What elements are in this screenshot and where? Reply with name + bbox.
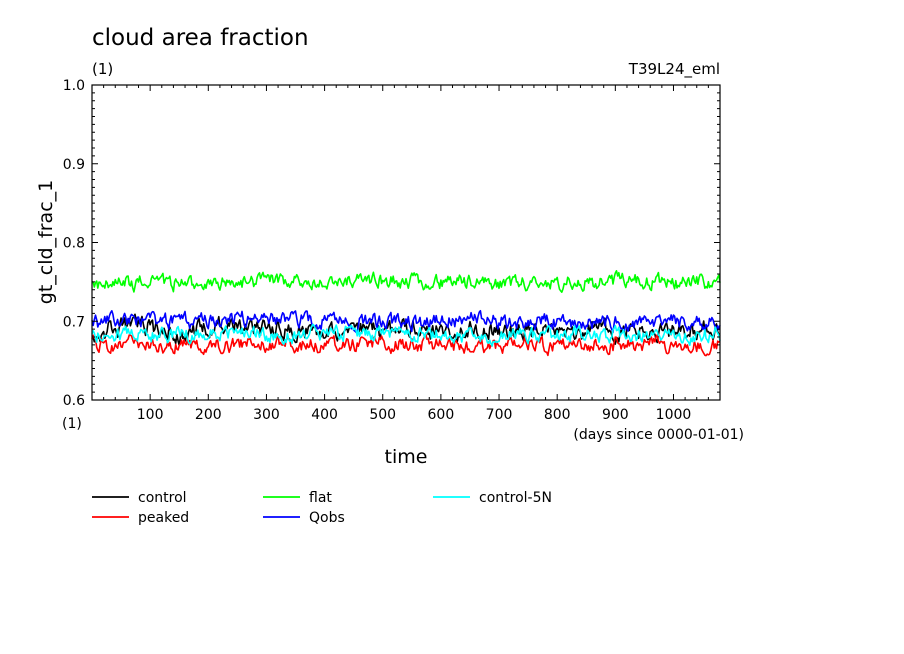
series-line-flat <box>91 269 721 294</box>
chart-title: cloud area fraction <box>92 25 309 51</box>
y-axis-title: gt_cld_frac_1 <box>35 180 57 304</box>
tick-labels: 100 200 300 400 500 600 700 800 900 1000 0.6 0.7 0.8… <box>63 78 692 423</box>
x-tick-label: 900 <box>602 407 629 423</box>
y-tick-label: 1.0 <box>63 78 85 94</box>
y-unit-label: (1) <box>62 416 82 432</box>
legend-label-peaked: peaked <box>138 510 189 526</box>
run-label: T39L24_eml <box>628 60 720 79</box>
legend-label-control-5n: control-5N <box>479 490 552 506</box>
ticks-layer <box>91 84 721 401</box>
x-tick-label: 400 <box>311 407 338 423</box>
y-tick-label: 0.9 <box>63 157 85 173</box>
plot-frame <box>91 84 721 401</box>
y-tick-label: 0.7 <box>63 314 85 330</box>
x-tick-label: 100 <box>137 407 164 423</box>
x-tick-label: 600 <box>428 407 455 423</box>
legend-label-qobs: Qobs <box>309 510 345 526</box>
x-tick-label: 500 <box>369 407 396 423</box>
x-tick-label: 700 <box>486 407 513 423</box>
title-unit: (1) <box>92 60 113 78</box>
series-line-control-5n <box>91 323 721 347</box>
y-tick-label: 0.8 <box>63 236 85 252</box>
legend-label-control: control <box>138 490 187 506</box>
legend-label-flat: flat <box>309 490 332 506</box>
series-line-qobs <box>91 309 721 335</box>
y-tick-label: 0.6 <box>63 393 85 409</box>
x-tick-label: 200 <box>195 407 222 423</box>
x-tick-label: 300 <box>253 407 280 423</box>
series-layer <box>91 269 721 357</box>
series-line-peaked <box>91 332 721 357</box>
x-unit-label: (days since 0000-01-01) <box>573 427 744 443</box>
legend: control peaked flat Qobs control-5N <box>92 490 552 526</box>
x-axis-title: time <box>385 446 428 468</box>
x-tick-label: 1000 <box>656 407 692 423</box>
x-tick-label: 800 <box>544 407 571 423</box>
